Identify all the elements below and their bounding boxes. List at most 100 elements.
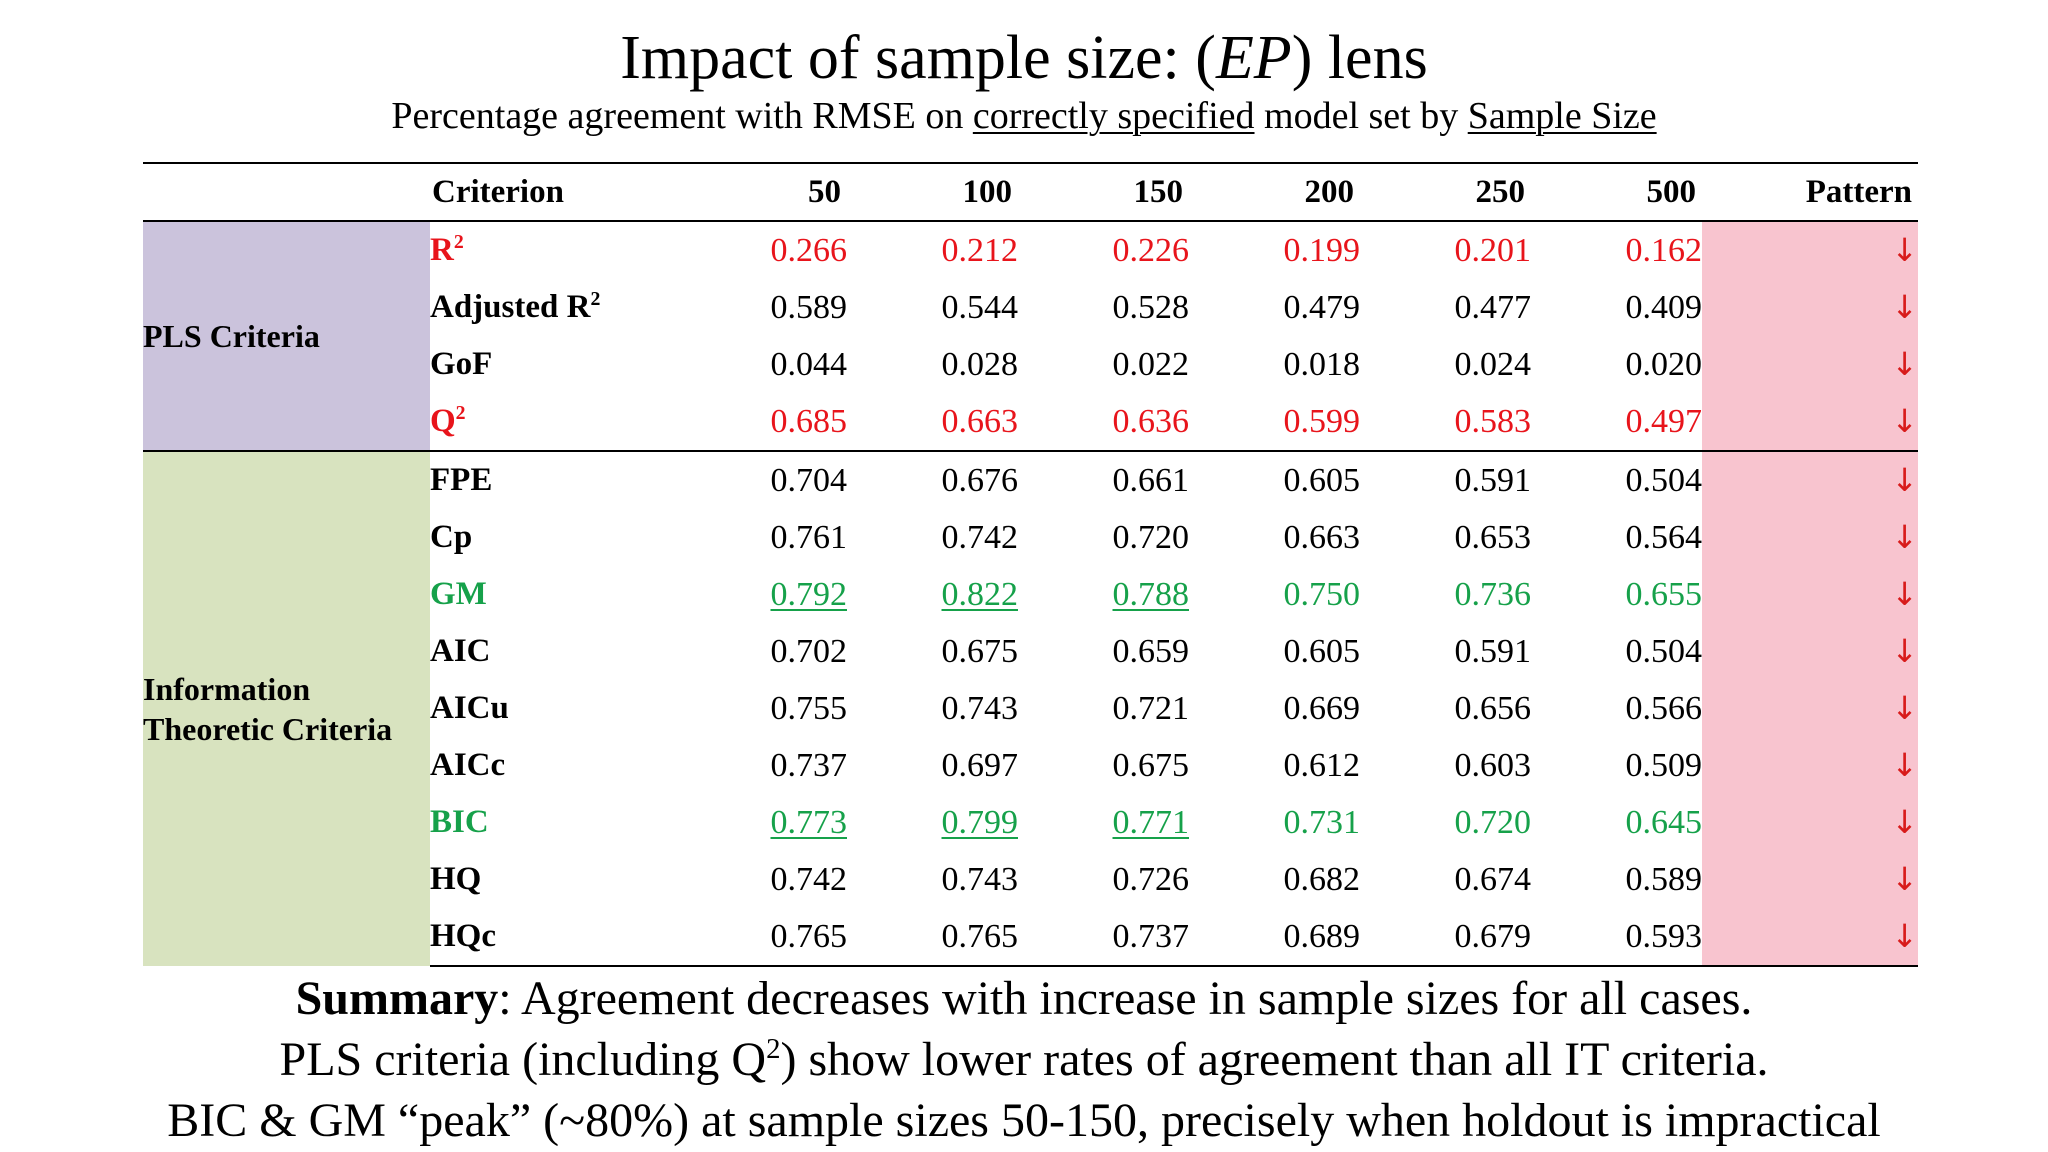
criterion-label: AICc <box>430 747 506 783</box>
value-cell: 0.737 <box>1018 908 1189 967</box>
value-cell: 0.479 <box>1283 288 1361 326</box>
value-cell: 0.653 <box>1454 518 1532 556</box>
subtitle-underline-1: correctly specified <box>972 95 1255 137</box>
value-cell: 0.605 <box>1189 450 1360 509</box>
arrow-down-icon: ↓ <box>1891 345 1918 383</box>
subtitle-underline-2: Sample Size <box>1467 95 1657 137</box>
value-cell: 0.199 <box>1283 231 1361 269</box>
value-cell: 0.589 <box>1625 860 1703 898</box>
value-cell: 0.669 <box>1283 689 1361 727</box>
slide-subtitle: Percentage agreement with RMSE on correc… <box>0 92 2048 140</box>
value-cell: 0.742 <box>770 860 848 898</box>
arrow-down-icon: ↓ <box>1891 231 1918 269</box>
arrow-down-icon: ↓ <box>1891 746 1918 784</box>
arrow-down-icon: ↓ <box>1891 689 1918 727</box>
value-cell: 0.737 <box>770 746 848 784</box>
value-cell: 0.022 <box>1112 345 1190 383</box>
arrow-down-icon: ↓ <box>1891 575 1918 613</box>
value-cell: 0.685 <box>770 402 848 440</box>
header-criterion: Criterion <box>430 162 676 222</box>
table-row: HQ 0.742 0.743 0.726 0.682 0.674 0.589 ↓ <box>143 851 1918 908</box>
results-table: Criterion 50 100 150 200 250 500 Pattern… <box>143 162 1918 967</box>
title-suffix: ) lens <box>1291 24 1428 92</box>
value-cell: 0.201 <box>1454 231 1532 269</box>
arrow-down-icon: ↓ <box>1891 518 1918 556</box>
summary-line-1: Summary: Agreement decreases with increa… <box>295 972 1753 1025</box>
value-cell: 0.697 <box>941 746 1019 784</box>
value-cell: 0.266 <box>770 231 848 269</box>
value-cell: 0.504 <box>1625 632 1703 670</box>
table-header-row: Criterion 50 100 150 200 250 500 Pattern <box>143 162 1918 222</box>
arrow-down-icon: ↓ <box>1891 860 1918 898</box>
value-cell: 0.504 <box>1531 450 1702 509</box>
header-size-500: 500 <box>1531 162 1702 222</box>
table-row: GM 0.792 0.822 0.788 0.750 0.736 0.655 ↓ <box>143 566 1918 623</box>
criterion-label: FPE <box>430 450 676 509</box>
value-cell: 0.822 <box>941 575 1019 613</box>
table-row: Q2 0.685 0.663 0.636 0.599 0.583 0.497 ↓ <box>143 393 1918 451</box>
value-cell: 0.477 <box>1454 288 1532 326</box>
title-italic: EP <box>1215 24 1292 92</box>
value-cell: 0.599 <box>1283 402 1361 440</box>
header-group-blank <box>143 162 430 222</box>
pattern-cell: ↓ <box>1702 851 1918 908</box>
criterion-label: AIC <box>430 633 491 669</box>
subtitle-part2: model set by <box>1254 95 1468 137</box>
value-cell: 0.663 <box>941 402 1019 440</box>
value-cell: 0.765 <box>847 908 1018 967</box>
value-cell: 0.656 <box>1454 689 1532 727</box>
slide-title: Impact of sample size: (EP) lens <box>0 22 2048 94</box>
header-size-100: 100 <box>847 162 1018 222</box>
value-cell: 0.659 <box>1112 632 1190 670</box>
value-cell: 0.409 <box>1625 288 1703 326</box>
criterion-label: HQ <box>430 861 482 897</box>
subtitle-part1: Percentage agreement with RMSE on <box>391 95 973 137</box>
value-cell: 0.773 <box>770 803 848 841</box>
pattern-cell: ↓ <box>1702 794 1918 851</box>
arrow-down-icon: ↓ <box>1891 461 1918 499</box>
value-cell: 0.018 <box>1283 345 1361 383</box>
value-cell: 0.591 <box>1454 632 1532 670</box>
arrow-down-icon: ↓ <box>1891 917 1918 955</box>
value-cell: 0.564 <box>1625 518 1703 556</box>
value-cell: 0.674 <box>1454 860 1532 898</box>
value-cell: 0.028 <box>941 345 1019 383</box>
value-cell: 0.755 <box>770 689 848 727</box>
value-cell: 0.020 <box>1625 345 1703 383</box>
value-cell: 0.655 <box>1625 575 1703 613</box>
criterion-label: R2 <box>430 231 464 268</box>
table-row: GoF 0.044 0.028 0.022 0.018 0.024 0.020 … <box>143 336 1918 393</box>
value-cell: 0.736 <box>1454 575 1532 613</box>
value-cell: 0.702 <box>770 632 848 670</box>
value-cell: 0.675 <box>941 632 1019 670</box>
value-cell: 0.593 <box>1531 908 1702 967</box>
value-cell: 0.689 <box>1189 908 1360 967</box>
criterion-label: HQc <box>430 908 676 967</box>
value-cell: 0.676 <box>847 450 1018 509</box>
value-cell: 0.721 <box>1112 689 1190 727</box>
value-cell: 0.645 <box>1625 803 1703 841</box>
table-row: Adjusted R2 0.589 0.544 0.528 0.479 0.47… <box>143 279 1918 336</box>
table-row: AIC 0.702 0.675 0.659 0.605 0.591 0.504 … <box>143 623 1918 680</box>
value-cell: 0.663 <box>1283 518 1361 556</box>
table-row: AICu 0.755 0.743 0.721 0.669 0.656 0.566… <box>143 680 1918 737</box>
value-cell: 0.750 <box>1283 575 1361 613</box>
value-cell: 0.682 <box>1283 860 1361 898</box>
header-pattern: Pattern <box>1702 162 1918 222</box>
title-prefix: Impact of sample size: ( <box>620 24 1216 92</box>
value-cell: 0.528 <box>1112 288 1190 326</box>
table-row: Cp 0.761 0.742 0.720 0.663 0.653 0.564 ↓ <box>143 509 1918 566</box>
arrow-down-icon: ↓ <box>1891 803 1918 841</box>
header-size-150: 150 <box>1018 162 1189 222</box>
value-cell: 0.788 <box>1112 575 1190 613</box>
summary-text: Summary: Agreement decreases with increa… <box>0 968 2048 1151</box>
criterion-label: GoF <box>430 346 493 382</box>
value-cell: 0.583 <box>1454 402 1532 440</box>
value-cell: 0.024 <box>1454 345 1532 383</box>
pattern-cell: ↓ <box>1702 908 1918 967</box>
pattern-cell: ↓ <box>1702 737 1918 794</box>
value-cell: 0.765 <box>676 908 847 967</box>
value-cell: 0.679 <box>1360 908 1531 967</box>
value-cell: 0.589 <box>770 288 848 326</box>
table-row: PLS Criteria R2 0.266 0.212 0.226 0.199 … <box>143 221 1918 451</box>
